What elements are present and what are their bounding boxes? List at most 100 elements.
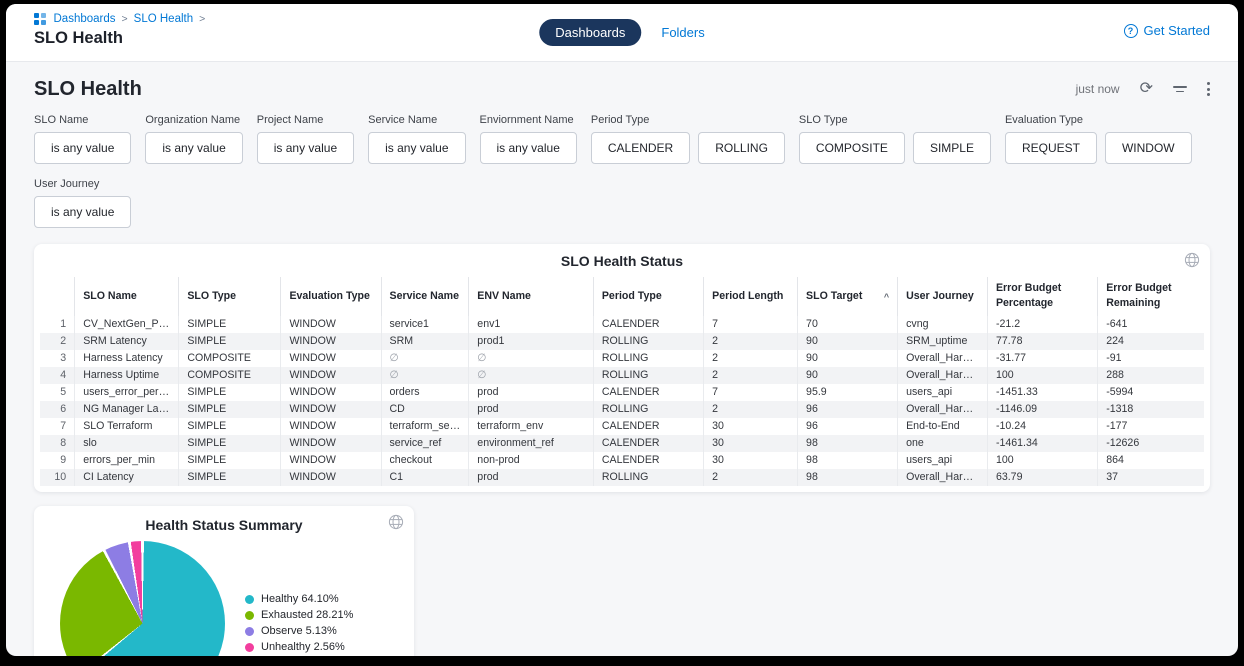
table-cell: WINDOW: [280, 383, 381, 401]
row-number: 3: [60, 352, 67, 365]
dashboard-title-row: SLO Health just now ⟳: [34, 74, 1210, 104]
legend-item[interactable]: Observe 5.13%: [245, 625, 353, 637]
get-started-link[interactable]: ? Get Started: [1123, 23, 1210, 38]
filter-value-button[interactable]: ROLLING: [698, 132, 785, 164]
table-row[interactable]: 3 Harness Latency COMPOSITE WINDOW ∅ ∅ ROLLING…: [40, 349, 1204, 367]
row-number-header: [40, 277, 75, 316]
filter-value-button[interactable]: is any value: [34, 196, 132, 228]
column-header-label: Evaluation Type: [289, 289, 370, 302]
globe-icon[interactable]: [388, 514, 404, 535]
table-cell: -1146.09: [986, 400, 1098, 418]
filter-label: Organization Name: [145, 114, 241, 126]
filter-value-button[interactable]: COMPOSITE: [798, 132, 905, 164]
legend-label: Healthy 64.10%: [261, 593, 339, 606]
filter-value-button[interactable]: WINDOW: [1104, 132, 1192, 164]
app-window: Dashboards > SLO Health > SLO Health Dashbo…: [6, 4, 1238, 656]
column-header[interactable]: Period Type: [592, 277, 704, 316]
filter-value-button[interactable]: is any value: [479, 132, 577, 164]
globe-icon[interactable]: [1184, 252, 1200, 273]
table-cell: CALENDER: [592, 417, 704, 435]
table-row[interactable]: 10 CI Latency SIMPLE WINDOW C1 prod ROLLING 2 98…: [40, 468, 1204, 486]
filter-value-button[interactable]: REQUEST: [1004, 132, 1097, 164]
filter-group-organization-name: Organization Name is any value: [145, 114, 243, 164]
table-cell: 288: [1097, 366, 1204, 384]
column-header-label: SLO Target: [806, 289, 863, 302]
table-cell: 7: [703, 315, 798, 333]
column-header[interactable]: SLO Target ^: [797, 277, 898, 316]
table-row[interactable]: 8 slo SIMPLE WINDOW service_ref environment_r…: [40, 434, 1204, 452]
filter-value-button[interactable]: is any value: [34, 132, 132, 164]
pie-chart-area: Healthy 64.10% Exhausted 28.21% Observe 5.…: [34, 533, 414, 656]
table-row[interactable]: 7 SLO Terraform SIMPLE WINDOW terraform_serv…: [40, 417, 1204, 435]
filter-label: Enviornment Name: [479, 114, 574, 126]
pie-title: Health Status Summary: [145, 516, 303, 533]
table-cell: WINDOW: [280, 451, 381, 469]
table-cell: users_error_per_min: [74, 383, 179, 401]
dashboard-content: SLO Health just now ⟳ SLO Name is any val…: [6, 62, 1238, 656]
column-header[interactable]: Service Name: [380, 277, 469, 316]
breadcrumb-item[interactable]: SLO Health: [133, 13, 194, 25]
table-cell: service1: [380, 315, 469, 333]
column-header[interactable]: Error Budget Percentage: [986, 277, 1098, 316]
column-header[interactable]: User Journey: [897, 277, 988, 316]
row-number: 5: [60, 386, 67, 399]
row-number: 6: [60, 403, 67, 416]
top-header: Dashboards > SLO Health > SLO Health Dashbo…: [6, 4, 1238, 62]
table-row[interactable]: 4 Harness Uptime COMPOSITE WINDOW ∅ ∅ ROLLING 2…: [40, 366, 1204, 384]
slo-health-status-card: SLO Health Status SLO Name SLO Type Evalua…: [34, 244, 1210, 492]
legend-item[interactable]: Healthy 64.10%: [245, 593, 353, 605]
column-header[interactable]: Period Length: [703, 277, 798, 316]
table-cell: prod: [468, 383, 594, 401]
filter-value-button[interactable]: is any value: [256, 132, 355, 164]
dashboard-controls: just now ⟳: [1076, 81, 1210, 97]
table-cell: SIMPLE: [178, 383, 281, 401]
table-cell: 90: [797, 349, 898, 367]
more-menu-icon[interactable]: [1207, 82, 1210, 96]
column-header-label: Period Length: [712, 289, 784, 302]
refresh-icon[interactable]: ⟳: [1139, 80, 1153, 97]
column-header[interactable]: SLO Type: [178, 277, 281, 316]
breadcrumb-item[interactable]: Dashboards: [53, 13, 116, 25]
slo-health-table: SLO Name SLO Type Evaluation Type Service N…: [40, 277, 1204, 486]
row-number: 2: [60, 335, 67, 348]
column-header[interactable]: Evaluation Type: [280, 277, 381, 316]
table-row[interactable]: 6 NG Manager Latency SIMPLE WINDOW CD prod ROL…: [40, 400, 1204, 418]
column-header-label: ENV Name: [477, 289, 531, 302]
table-cell: 2: [703, 468, 798, 486]
table-cell: SIMPLE: [178, 434, 281, 452]
table-row[interactable]: 9 errors_per_min SIMPLE WINDOW checkout non-p…: [40, 451, 1204, 469]
table-cell: SIMPLE: [178, 315, 281, 333]
column-header[interactable]: SLO Name: [74, 277, 179, 316]
table-cell: WINDOW: [280, 332, 381, 350]
table-cell: WINDOW: [280, 468, 381, 486]
table-cell: prod: [468, 468, 594, 486]
table-cell: 98: [797, 468, 898, 486]
table-cell: End-to-End: [897, 417, 988, 435]
legend-item[interactable]: Unhealthy 2.56%: [245, 641, 353, 653]
filter-value-button[interactable]: is any value: [368, 132, 466, 164]
filter-value-button[interactable]: is any value: [145, 132, 243, 164]
table-cell: ∅: [468, 366, 594, 384]
tab-dashboards[interactable]: Dashboards: [539, 19, 642, 46]
row-number: 8: [60, 437, 67, 450]
column-header[interactable]: Error Budget Remaining: [1097, 277, 1204, 316]
table-cell: NG Manager Latency: [74, 400, 179, 418]
column-header[interactable]: ENV Name: [468, 277, 594, 316]
table-cell: SRM: [380, 332, 469, 350]
filter-value-button[interactable]: SIMPLE: [912, 132, 991, 164]
filter-icon[interactable]: [1173, 85, 1187, 93]
tab-folders[interactable]: Folders: [661, 25, 705, 40]
table-cell: SRM_uptime: [897, 332, 988, 350]
table-row[interactable]: 5 users_error_per_min SIMPLE WINDOW orders pr…: [40, 383, 1204, 401]
pie-chart[interactable]: [60, 540, 225, 656]
filter-label: User Journey: [34, 178, 100, 190]
table-cell: WINDOW: [280, 434, 381, 452]
filter-value-button[interactable]: CALENDER: [590, 132, 691, 164]
table-cell: Overall_Harness: [897, 349, 988, 367]
column-header-label: Service Name: [389, 289, 460, 302]
legend-item[interactable]: Exhausted 28.21%: [245, 609, 353, 621]
table-row[interactable]: 2 SRM Latency SIMPLE WINDOW SRM prod1 ROLLING 2…: [40, 332, 1204, 350]
legend-label: Unhealthy 2.56%: [261, 641, 345, 654]
table-cell: 63.79: [986, 468, 1098, 486]
table-row[interactable]: 1 CV_NextGen_Prod SIMPLE WINDOW service1 env1…: [40, 315, 1204, 333]
